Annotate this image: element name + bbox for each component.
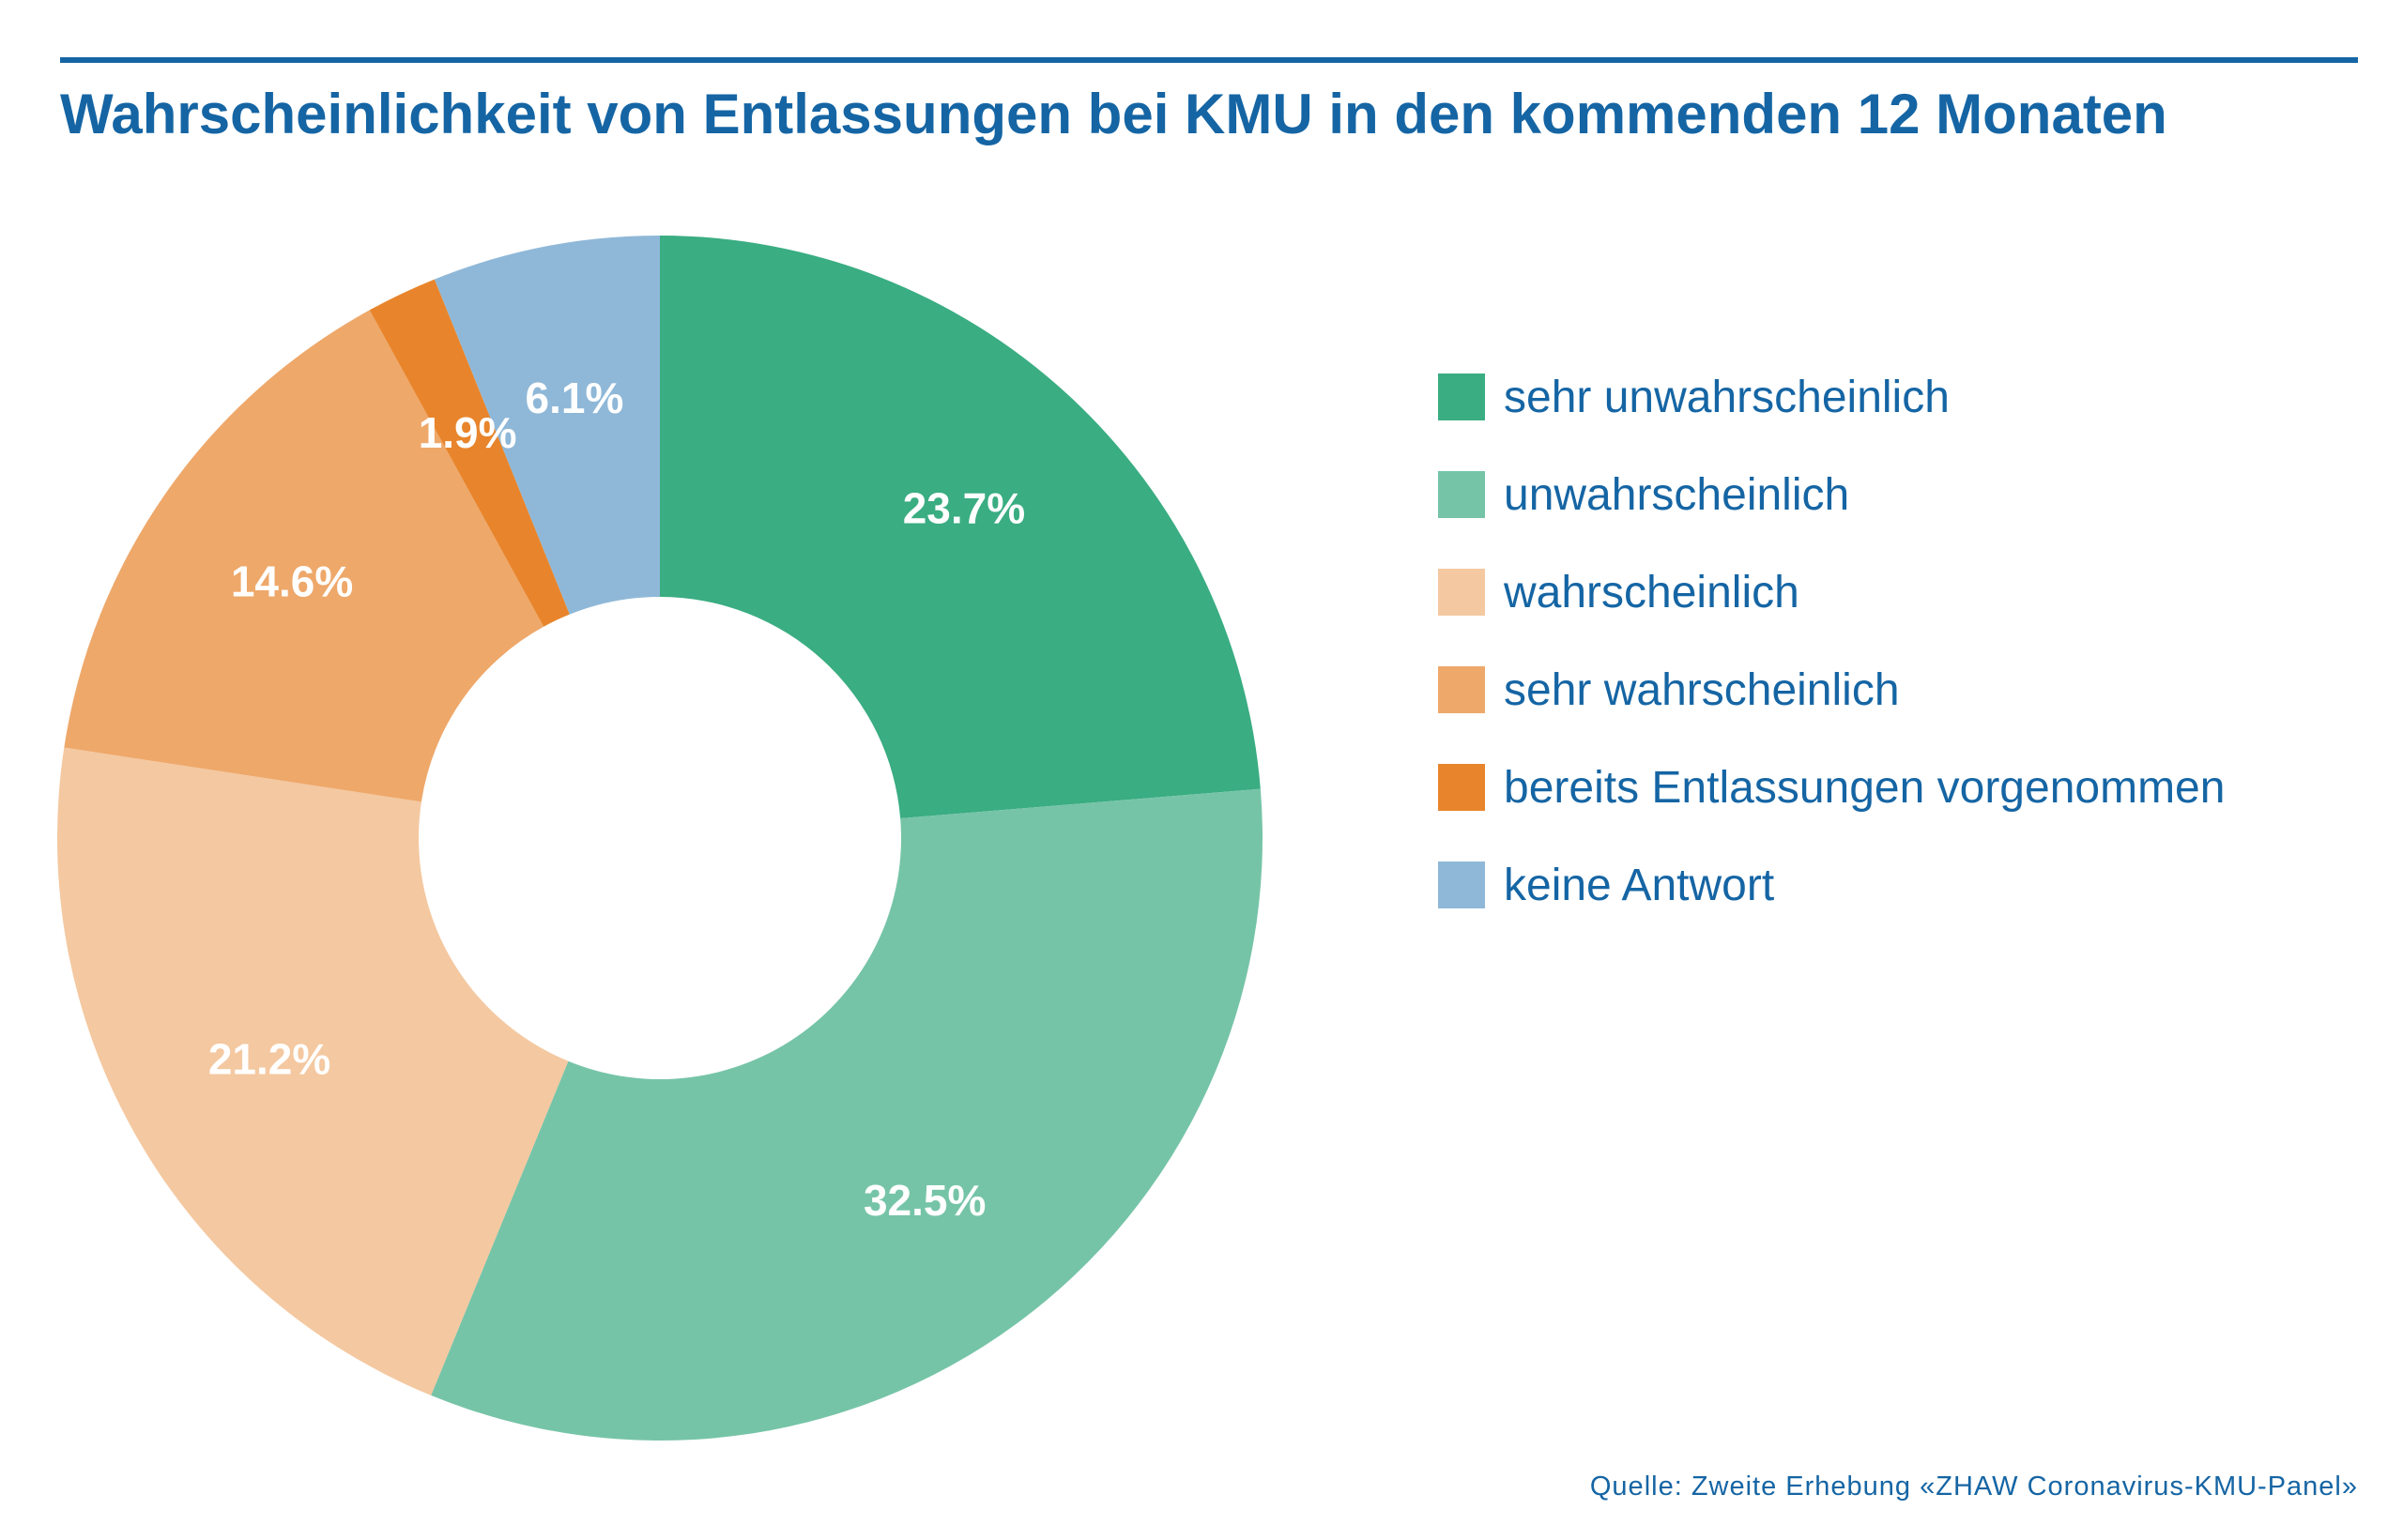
legend-item: bereits Entlassungen vorgenommen bbox=[1438, 762, 2377, 860]
slice-value-label: 1.9% bbox=[419, 408, 517, 457]
legend-swatch bbox=[1438, 764, 1485, 811]
donut-slice-4 bbox=[64, 310, 544, 802]
donut-slice-5 bbox=[369, 279, 570, 627]
donut-slice-6 bbox=[434, 236, 660, 615]
slice-value-label: 23.7% bbox=[903, 483, 1025, 532]
donut-chart: 23.7% 32.5% 21.2% 14.6% 1.9%6.1% bbox=[56, 236, 1263, 1441]
legend-item: sehr unwahrscheinlich bbox=[1438, 372, 2377, 469]
slice-value-label: 32.5% bbox=[864, 1176, 986, 1225]
slice-value-label: 21.2% bbox=[208, 1035, 330, 1084]
slice-value-label: 14.6% bbox=[231, 557, 353, 605]
legend-swatch bbox=[1438, 861, 1485, 908]
donut-slice-3 bbox=[56, 747, 569, 1395]
chart-title: Wahrscheinlichkeit von Entlassungen bei … bbox=[60, 83, 2167, 145]
source-note: Quelle: Zweite Erhebung «ZHAW Coronaviru… bbox=[1589, 1471, 2358, 1502]
legend: sehr unwahrscheinlich unwahrscheinlich wah… bbox=[1438, 372, 2377, 957]
legend-swatch bbox=[1438, 569, 1485, 616]
legend-label: sehr unwahrscheinlich bbox=[1504, 373, 1950, 422]
legend-item: keine Antwort bbox=[1438, 860, 2377, 957]
slice-value-label: 6.1% bbox=[526, 374, 624, 422]
legend-label: unwahrscheinlich bbox=[1504, 470, 1850, 520]
legend-swatch bbox=[1438, 374, 1485, 420]
legend-label: bereits Entlassungen vorgenommen bbox=[1504, 763, 2226, 813]
legend-label: sehr wahrscheinlich bbox=[1504, 665, 1900, 715]
legend-swatch bbox=[1438, 666, 1485, 713]
donut-slice-1 bbox=[660, 236, 1261, 819]
legend-item: sehr wahrscheinlich bbox=[1438, 664, 2377, 762]
title-rule bbox=[60, 57, 2358, 63]
legend-label: keine Antwort bbox=[1504, 861, 1775, 910]
legend-item: wahrscheinlich bbox=[1438, 567, 2377, 664]
legend-label: wahrscheinlich bbox=[1504, 568, 1799, 618]
legend-swatch bbox=[1438, 471, 1485, 518]
donut-slice-2 bbox=[431, 788, 1263, 1441]
legend-item: unwahrscheinlich bbox=[1438, 469, 2377, 567]
